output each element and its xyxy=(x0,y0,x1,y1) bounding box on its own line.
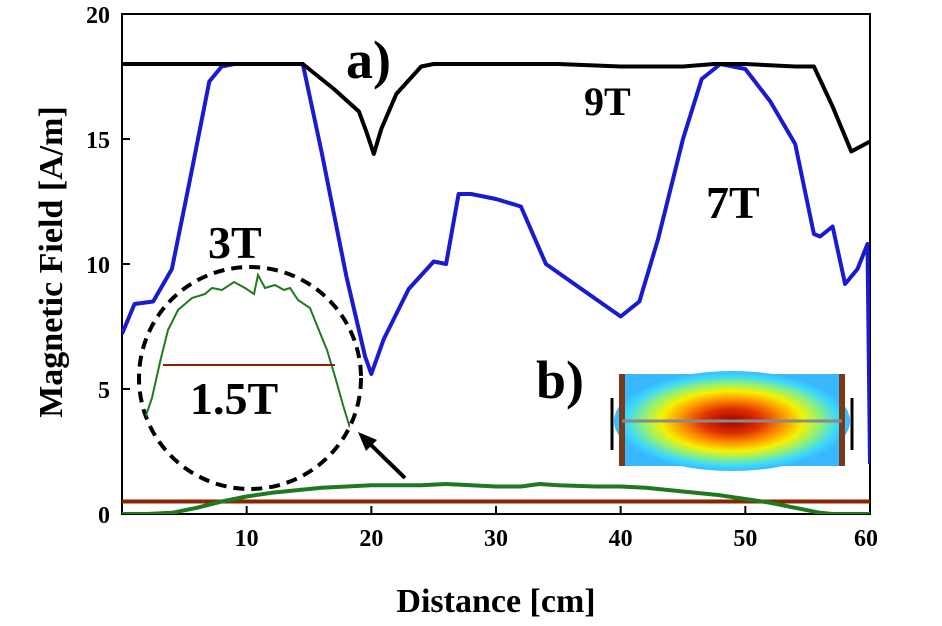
series-line-9T xyxy=(122,62,870,156)
x-tick-label: 10 xyxy=(235,526,259,552)
y-tick-label: 0 xyxy=(98,503,110,529)
zoom-inset-3T-curve xyxy=(144,272,357,451)
annotation-1p5T: 1.5T xyxy=(190,373,278,424)
inset-pointer-arrow xyxy=(358,432,407,480)
x-tick-label: 50 xyxy=(733,526,757,552)
y-tick-label: 20 xyxy=(86,3,110,29)
y-tick-label: 5 xyxy=(98,378,110,404)
y-tick-label: 10 xyxy=(86,253,110,279)
zoom-inset-circle xyxy=(137,265,363,491)
x-tick-label: 60 xyxy=(854,526,878,552)
annotation-9T: 9T xyxy=(584,79,631,124)
x-tick-label: 30 xyxy=(484,526,508,552)
annotation-b: b) xyxy=(536,350,584,410)
zoom-inset: 1.5T xyxy=(137,265,363,491)
y-tick-label: 15 xyxy=(86,128,110,154)
x-axis-label: Distance [cm] xyxy=(396,583,595,620)
x-tick-label: 20 xyxy=(359,526,383,552)
x-axis-ticks: 10 20 30 40 50 60 xyxy=(235,506,878,552)
heatmap-inset xyxy=(610,371,854,471)
annotation-7T: 7T xyxy=(706,177,760,228)
annotation-a: a) xyxy=(346,30,391,90)
y-axis-ticks: 0 5 10 15 20 xyxy=(86,3,130,529)
y-axis-label: Magnetic Field [A/m] xyxy=(33,106,70,418)
series-line-3T xyxy=(122,482,870,514)
x-tick-label: 40 xyxy=(609,526,633,552)
series-layer xyxy=(122,62,870,514)
annotation-3T: 3T xyxy=(208,217,262,268)
